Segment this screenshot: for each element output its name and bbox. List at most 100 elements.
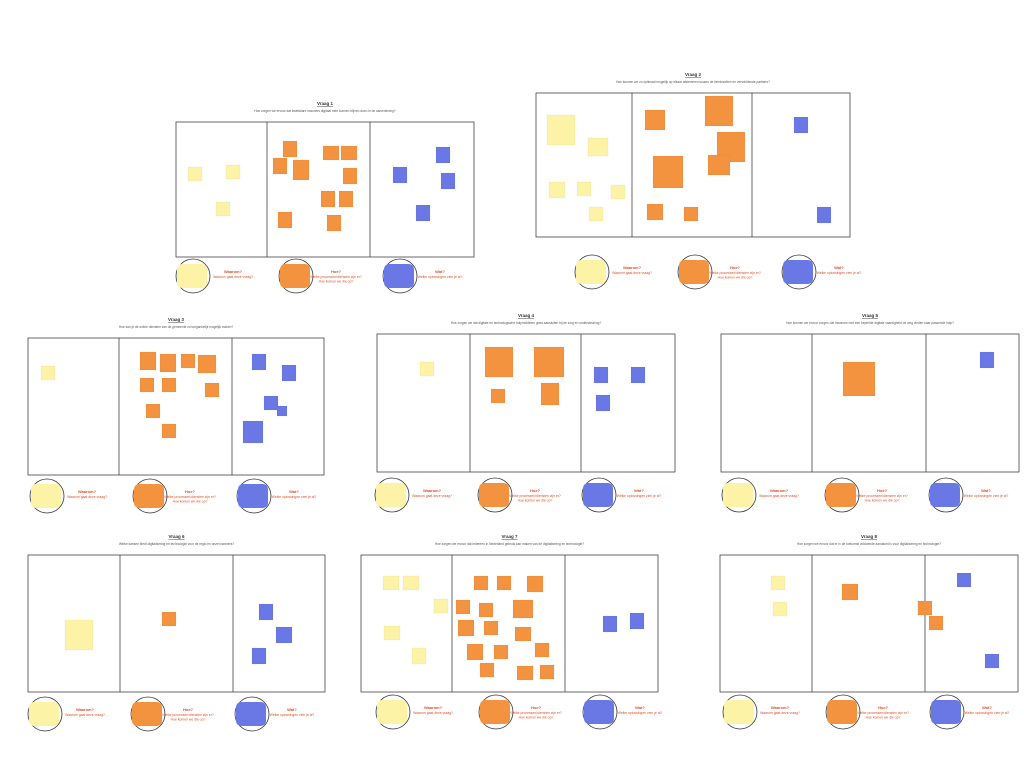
- sticky-note: [587, 137, 609, 157]
- legend-ring: [824, 477, 860, 513]
- sticky-note: [161, 377, 177, 393]
- legend-ring: [582, 694, 618, 730]
- legend-ring: [721, 477, 757, 513]
- board-frame: Vraag 7 Hoe zorgen we ervoor dat iedereen…: [360, 534, 663, 730]
- sticky-note: [326, 214, 342, 232]
- legend-blob: [31, 484, 61, 508]
- legend-subtitle: Welke processen/diensten zijn er?: [509, 494, 561, 498]
- legend-ring: [781, 254, 817, 290]
- legend-blob: [583, 483, 613, 507]
- legend-subtitle: Welke oplossingen zien je al?: [618, 711, 663, 715]
- board-frame: Vraag 8 Hoe zorgen we ervoor dat er in de…: [719, 534, 1019, 730]
- legend-subtitle: Hoe komen we die op?: [866, 716, 901, 720]
- sticky-note: [139, 351, 157, 371]
- legend-blob: [479, 483, 509, 507]
- legend-ring: [27, 696, 63, 732]
- sticky-note: [516, 665, 534, 681]
- sticky-note: [435, 146, 451, 164]
- board-question: Hoe kunnen we zo optimaal mogelijk op el…: [616, 80, 770, 84]
- sticky-note: [546, 114, 576, 146]
- frame: [719, 554, 1019, 693]
- board-frame: Vraag 4 Hoe zorgen we dat digitale en tec…: [374, 313, 676, 513]
- sticky-note: [251, 647, 267, 665]
- sticky-note: [479, 662, 495, 678]
- legend-blob: [576, 260, 606, 284]
- board-title: Vraag 2: [685, 72, 702, 77]
- legend-title: Wat?: [834, 265, 844, 270]
- legend-subtitle: Welke oplossingen zien je al?: [964, 494, 1009, 498]
- legend-ring: [574, 254, 610, 290]
- legend-blob: [134, 484, 164, 508]
- sticky-note: [433, 598, 449, 614]
- sticky-note: [342, 167, 358, 185]
- legend-ring: [928, 477, 964, 513]
- legend-subtitle: Welke processen/diensten zijn er?: [856, 494, 908, 498]
- sticky-note: [292, 159, 310, 181]
- legend-blob: [783, 260, 813, 284]
- sticky-note: [588, 206, 604, 222]
- sticky-note: [322, 145, 340, 161]
- sticky-note: [455, 599, 471, 615]
- legend-ring: [825, 694, 861, 730]
- sticky-note: [320, 190, 336, 208]
- sticky-note: [496, 575, 512, 591]
- legend-subtitle: Welke processen/diensten zijn er?: [709, 271, 761, 275]
- legend-title: Waarom?: [771, 705, 790, 710]
- legend-ring: [278, 258, 314, 294]
- legend-subtitle: Waarom gaat deze vraag?: [213, 275, 253, 279]
- board-question: Welke kansen biedt digitalisering en tec…: [119, 542, 234, 546]
- legend-title: Hoe?: [878, 705, 889, 710]
- legend-blob: [177, 264, 207, 288]
- sticky-note: [526, 575, 544, 593]
- board-title: Vraag 3: [168, 317, 185, 322]
- legend-title: Wat?: [982, 705, 992, 710]
- legend-subtitle: Waarom gaat deze vraag?: [760, 711, 800, 715]
- legend-ring: [29, 478, 65, 514]
- legend-ring: [478, 694, 514, 730]
- sticky-note: [40, 365, 56, 381]
- sticky-note: [548, 181, 566, 199]
- sticky-note: [215, 201, 231, 217]
- sticky-note: [225, 164, 241, 180]
- sticky-note: [984, 653, 1000, 669]
- legend-title: Waarom?: [623, 265, 642, 270]
- sticky-note: [493, 644, 509, 660]
- board-title: Vraag 5: [862, 313, 879, 318]
- legend-subtitle: Waarom gaat deze vraag?: [413, 711, 453, 715]
- legend-subtitle: Hoe komen we die op?: [718, 276, 753, 280]
- frame: [175, 121, 475, 258]
- sticky-note: [772, 601, 788, 617]
- legend-subtitle: Welke processen/diensten zijn er?: [510, 711, 562, 715]
- legend-blob: [29, 702, 59, 726]
- sticky-note: [490, 388, 506, 404]
- sticky-note: [281, 364, 297, 382]
- legend-blob: [584, 700, 614, 724]
- board-question: Hoe zorgen we dat digitale en technologi…: [451, 321, 602, 325]
- legend-title: Waarom?: [224, 269, 243, 274]
- board-question: Hoe kunnen we ervoor zorgen dat inwoners…: [786, 321, 954, 325]
- legend-subtitle: Waarom gaat deze vraag?: [67, 495, 107, 499]
- sticky-note: [704, 95, 734, 127]
- sticky-note: [275, 626, 293, 644]
- legend-subtitle: Welke oplossingen zien je al?: [270, 713, 315, 717]
- legend-subtitle: Waarom gaat deze vraag?: [412, 494, 452, 498]
- sticky-note: [382, 575, 400, 591]
- sticky-note: [842, 361, 876, 397]
- legend-subtitle: Welke oplossingen zien je al?: [617, 494, 662, 498]
- frame: [376, 333, 676, 473]
- sticky-note: [979, 351, 995, 369]
- sticky-note: [534, 642, 550, 658]
- sticky-note: [415, 204, 431, 222]
- sticky-note: [652, 155, 684, 189]
- sticky-note: [610, 184, 626, 200]
- sticky-note: [928, 615, 944, 631]
- sticky-note: [483, 620, 499, 636]
- legend-title: Waarom?: [770, 488, 789, 493]
- legend-title: Hoe?: [531, 705, 542, 710]
- sticky-note: [64, 619, 94, 651]
- legend-title: Wat?: [287, 707, 297, 712]
- legend-ring: [234, 696, 270, 732]
- board-frame: Vraag 2 Hoe kunnen we zo optimaal mogelij…: [535, 72, 861, 290]
- sticky-note: [419, 361, 435, 377]
